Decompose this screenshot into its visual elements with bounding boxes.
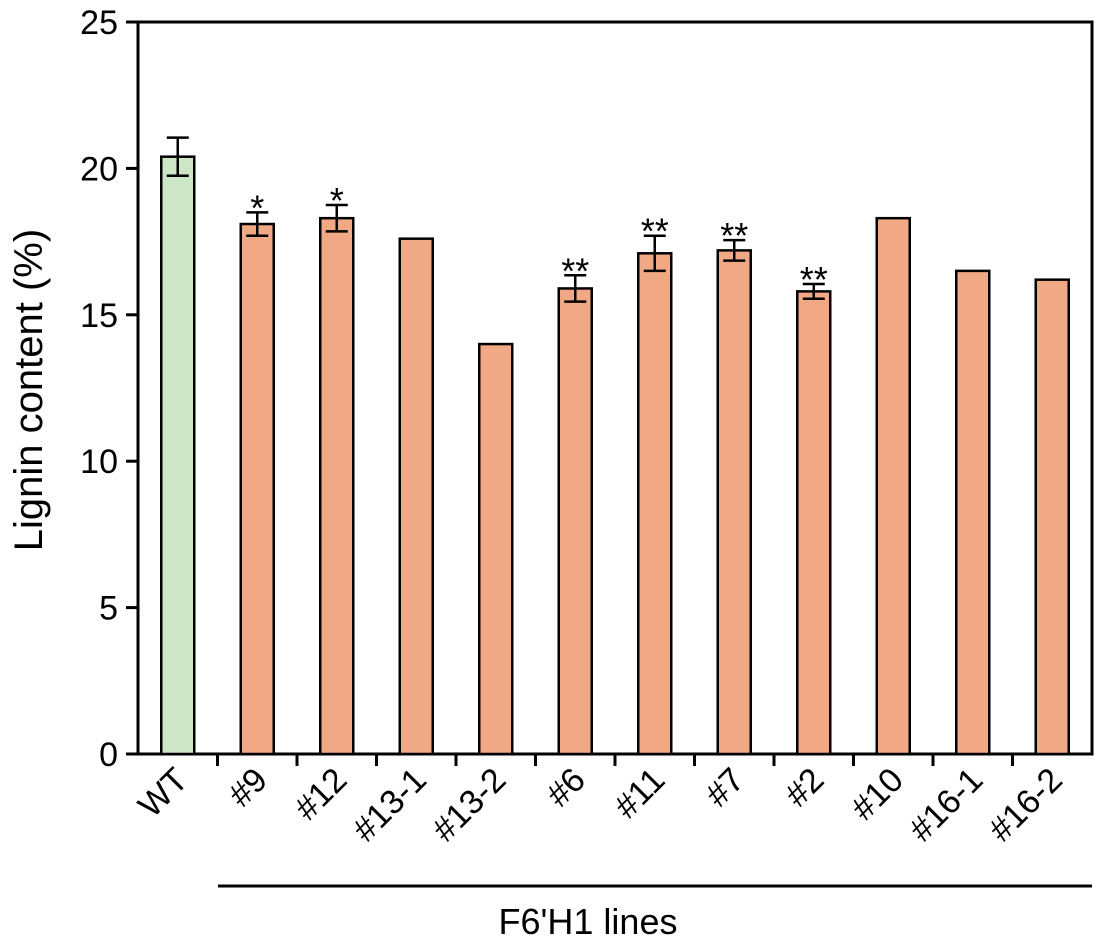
x-category-label: #9 — [221, 761, 275, 815]
bar — [1034, 278, 1070, 756]
bar — [239, 222, 275, 756]
x-category-label: #7 — [698, 761, 752, 815]
y-tick-label: 0 — [99, 736, 118, 774]
bar — [557, 287, 593, 756]
significance-marker: * — [330, 180, 344, 221]
x-category-label: #2 — [778, 761, 832, 815]
x-category-label: #12 — [287, 761, 354, 828]
y-axis-label: Lignin content (%) — [7, 229, 51, 551]
significance-marker: ** — [641, 211, 669, 252]
y-tick-label: 15 — [80, 297, 118, 335]
plot-frame — [136, 20, 1094, 756]
x-category-label: #10 — [844, 761, 911, 828]
x-category-label: #16-2 — [982, 761, 1070, 849]
x-category-label: #13-2 — [425, 761, 513, 849]
bar — [478, 342, 514, 756]
significance-marker: * — [250, 187, 264, 228]
bar — [160, 155, 196, 756]
x-category-label: #16-1 — [902, 761, 990, 849]
bar — [637, 252, 673, 756]
y-tick-label: 10 — [80, 443, 118, 481]
bar — [398, 237, 434, 756]
x-category-label: #13-1 — [346, 761, 434, 849]
bar — [319, 216, 355, 756]
bar — [716, 249, 752, 756]
y-tick-label: 20 — [80, 150, 118, 188]
group-label: F6'H1 lines — [499, 901, 678, 942]
significance-marker: ** — [720, 215, 748, 256]
significance-marker: ** — [561, 250, 589, 291]
x-category-label: WT — [131, 761, 195, 825]
significance-marker: ** — [800, 259, 828, 300]
bar — [796, 290, 832, 756]
x-category-label: #11 — [607, 761, 672, 826]
y-tick-label: 25 — [80, 4, 118, 42]
bar — [875, 216, 911, 756]
y-tick-label: 5 — [99, 590, 118, 628]
bar — [955, 269, 991, 756]
x-category-label: #6 — [539, 761, 593, 815]
